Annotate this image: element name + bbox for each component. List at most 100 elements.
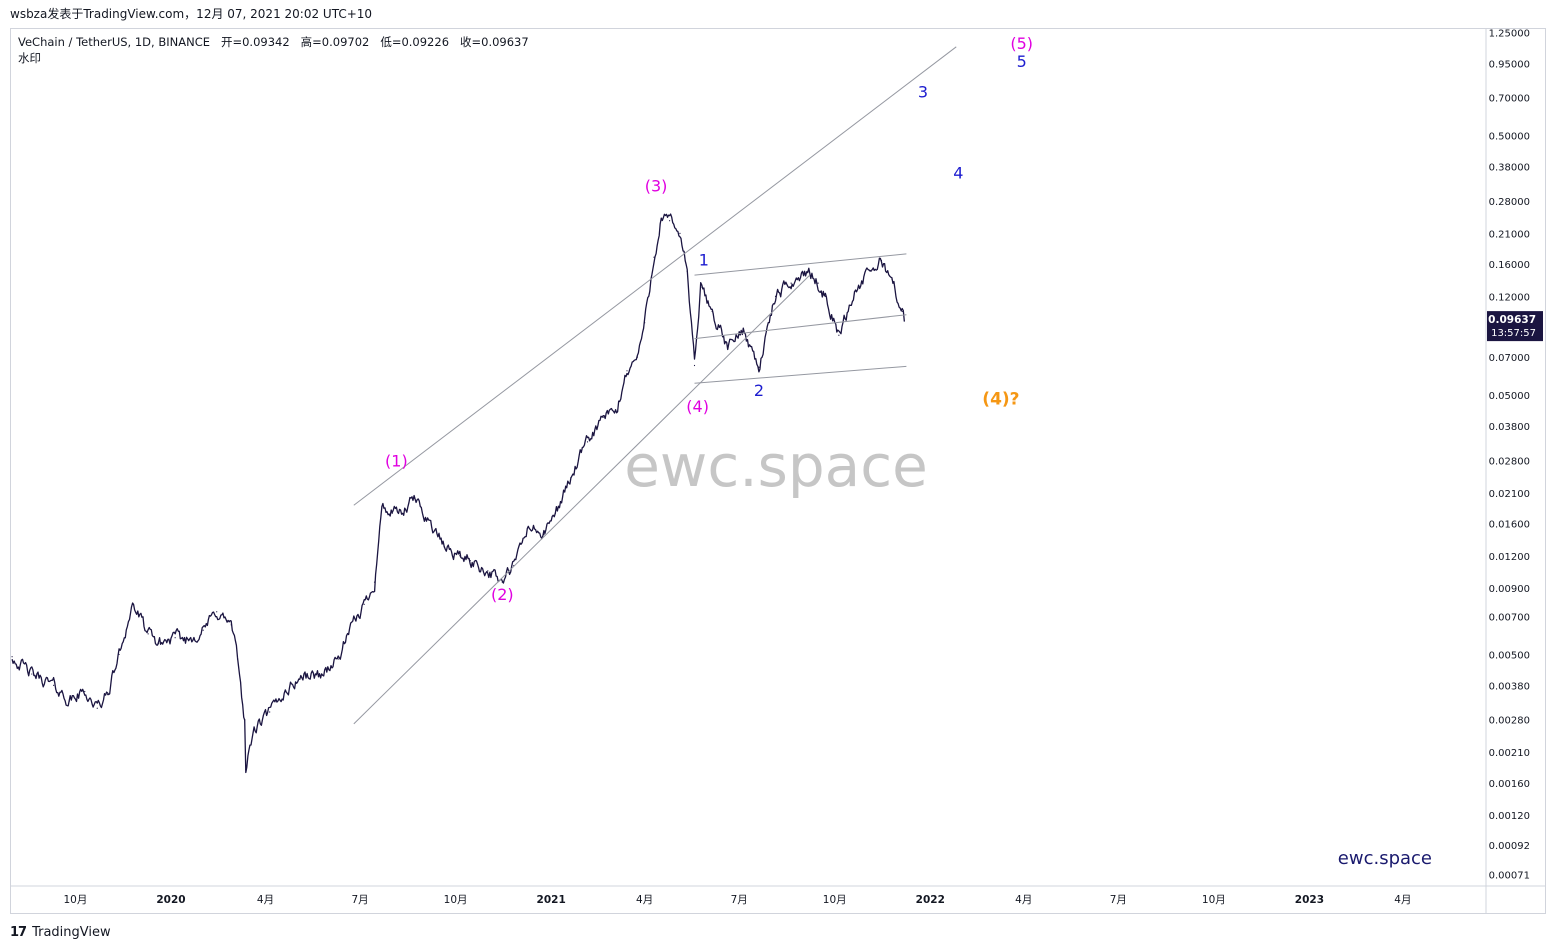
x-tick-label: 2023 (1295, 894, 1324, 906)
x-tick-label: 4月 (257, 894, 274, 906)
wave-label[interactable]: (3) (645, 176, 668, 195)
price-line (11, 213, 905, 774)
price-point (96, 707, 98, 709)
x-tick-label: 10月 (444, 894, 468, 906)
price-point (543, 533, 545, 536)
x-tick-label: 10月 (1202, 894, 1226, 906)
y-tick-label: 0.07000 (1489, 353, 1530, 364)
price-point (891, 278, 893, 280)
wave-label[interactable]: (5) (1010, 34, 1033, 53)
price-point (157, 643, 160, 645)
close-label: 收 (459, 35, 472, 49)
price-point (284, 690, 286, 693)
price-point (147, 633, 149, 635)
price-point (337, 658, 339, 660)
x-tick-label: 4月 (1394, 894, 1411, 906)
price-point (216, 611, 218, 613)
wave-label[interactable]: 2 (754, 381, 764, 400)
price-point (790, 282, 792, 284)
wave-label[interactable]: 1 (699, 250, 709, 269)
channel-line[interactable] (353, 274, 811, 725)
price-point (459, 555, 461, 557)
x-tick-label: 4月 (636, 894, 653, 906)
price-point (469, 559, 471, 562)
price-point (487, 570, 489, 572)
wave-label[interactable]: 4 (953, 163, 963, 182)
y-tick-label: 0.38000 (1489, 163, 1530, 174)
price-point (586, 441, 589, 443)
wave-label[interactable]: (1) (385, 452, 408, 471)
y-tick-label: 0.00280 (1489, 716, 1530, 727)
x-tick-label: 7月 (351, 894, 368, 906)
footer: 17 TradingView (10, 922, 111, 944)
published-line: wsbza发表于TradingView.com，12月 07, 2021 20:… (10, 7, 373, 21)
wave-label[interactable]: (2) (491, 585, 514, 604)
price-point (636, 356, 638, 358)
y-tick-label: 0.02100 (1489, 489, 1530, 500)
price-point (373, 581, 376, 583)
price-point (711, 310, 713, 313)
price-point (644, 322, 646, 324)
price-point (901, 310, 903, 313)
price-point (742, 328, 744, 330)
price-point (554, 512, 556, 514)
wave-label[interactable]: (4) (686, 397, 709, 416)
low-label: 低 (380, 35, 392, 49)
footer-brand: TradingView (32, 925, 111, 940)
y-tick-label: 0.00092 (1489, 841, 1530, 852)
high-label: 高 (300, 35, 313, 49)
x-tick-label: 10月 (823, 894, 847, 906)
price-point (501, 581, 503, 583)
channel-line[interactable] (353, 46, 957, 506)
price-point (807, 270, 809, 272)
chart-legend: VeChain / TetherUS, 1D, BINANCE 开=0.0934… (18, 34, 529, 66)
wave-label[interactable]: 3 (918, 83, 928, 102)
y-tick-label: 0.03800 (1489, 422, 1530, 433)
symbol-line: VeChain / TetherUS, 1D, BINANCE (18, 35, 210, 49)
y-tick-label: 0.00380 (1489, 681, 1530, 692)
y-tick-label: 0.01600 (1489, 519, 1530, 530)
price-tag-value: 0.09637 (1488, 314, 1536, 326)
price-point (903, 320, 905, 322)
y-tick-label: 0.00071 (1489, 870, 1530, 881)
y-tick-label: 1.25000 (1489, 28, 1530, 39)
channel-line[interactable] (694, 314, 907, 340)
price-point (300, 676, 302, 678)
x-tick-label: 7月 (1110, 894, 1127, 906)
y-tick-label: 0.00160 (1489, 779, 1530, 790)
price-point (53, 684, 55, 686)
price-point (838, 334, 840, 336)
price-point (693, 364, 696, 367)
price-point (348, 633, 350, 635)
price-tag-countdown: 13:57:57 (1491, 328, 1536, 339)
y-tick-label: 0.00500 (1489, 650, 1530, 661)
channel-line[interactable] (694, 365, 907, 384)
wave-label[interactable]: (4)? (982, 389, 1019, 409)
price-point (427, 519, 430, 521)
price-point (244, 719, 246, 721)
price-point (230, 624, 232, 626)
price-point (321, 673, 323, 675)
price-point (363, 603, 365, 605)
price-point (727, 347, 729, 349)
price-point (853, 291, 856, 293)
x-tick-label: 2022 (916, 894, 945, 906)
open-value: 0.09342 (242, 35, 290, 49)
price-point (880, 259, 883, 262)
channel-line[interactable] (694, 253, 907, 276)
price-point (11, 656, 13, 658)
price-point (381, 506, 383, 508)
symbol-row: VeChain / TetherUS, 1D, BINANCE 开=0.0934… (18, 35, 529, 49)
price-point (824, 295, 826, 298)
price-point (679, 232, 681, 234)
price-point (700, 286, 702, 288)
y-tick-label: 0.05000 (1489, 391, 1530, 402)
price-point (660, 217, 662, 219)
price-point (443, 546, 445, 548)
y-tick-label: 0.70000 (1489, 94, 1530, 105)
wave-label[interactable]: 5 (1017, 52, 1027, 71)
x-tick-label: 2021 (537, 894, 566, 906)
watermark-label: 水印 (18, 51, 41, 65)
price-point (602, 416, 604, 418)
